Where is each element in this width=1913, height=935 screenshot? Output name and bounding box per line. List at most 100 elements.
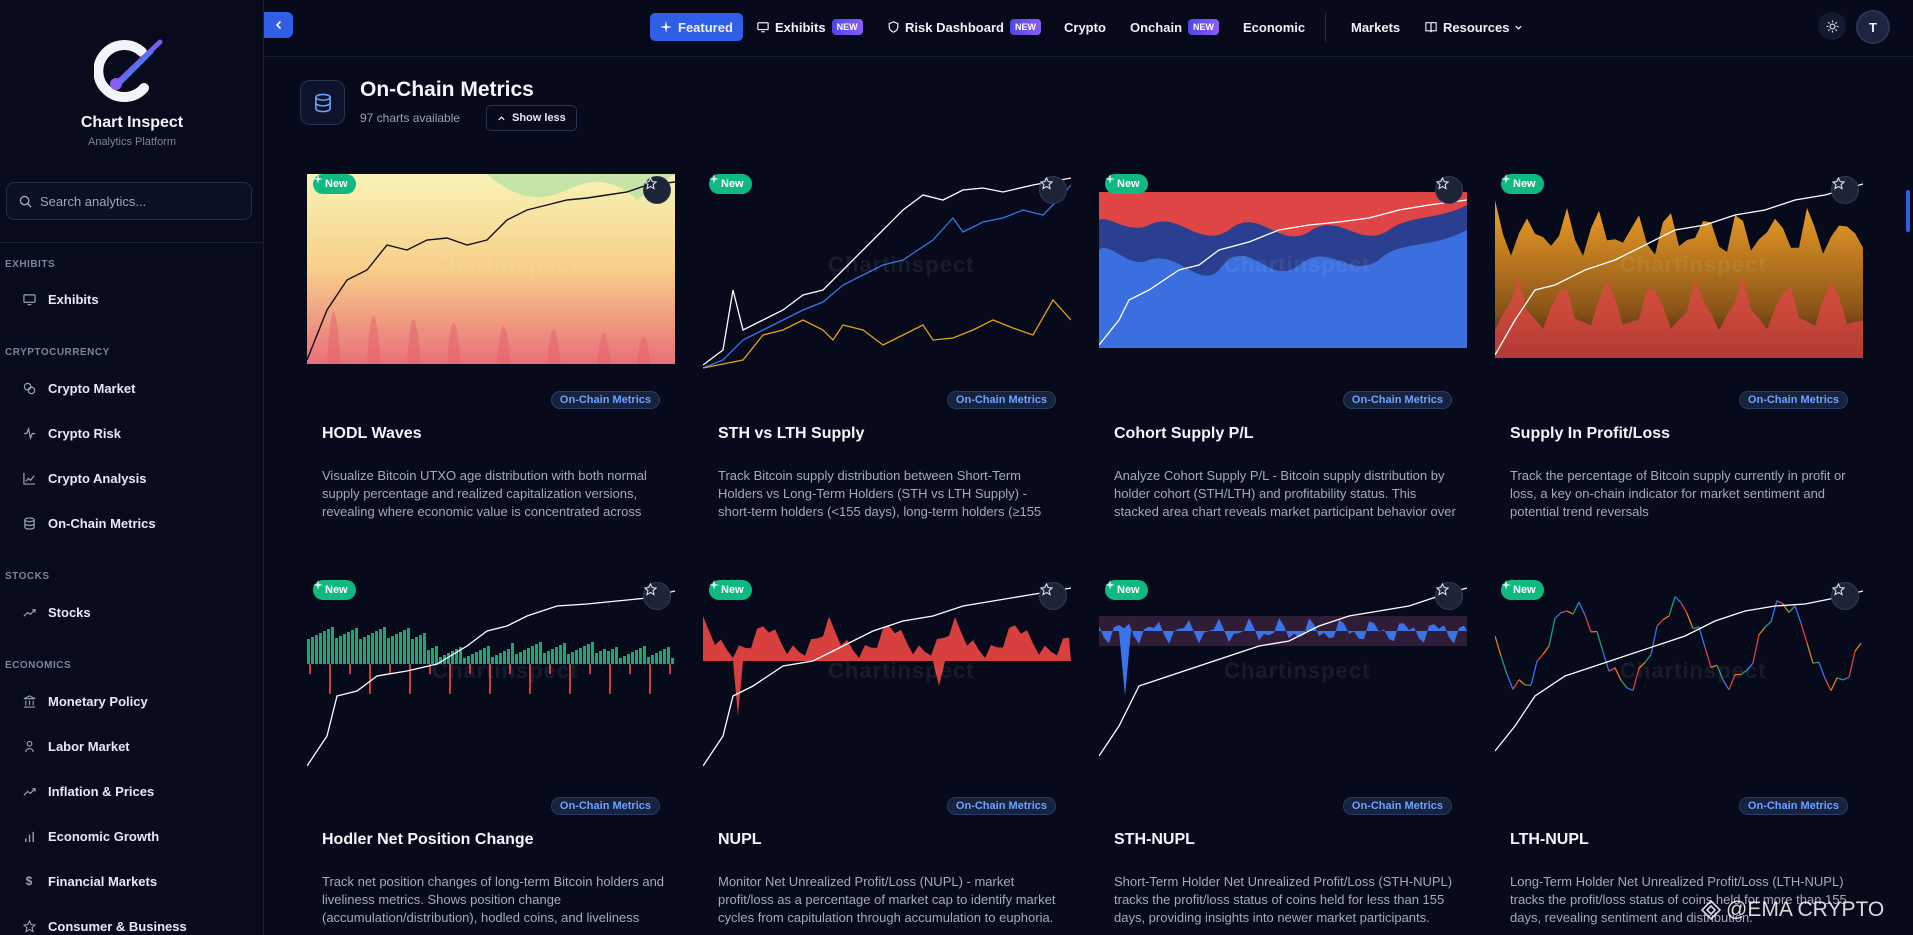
chart-thumbnail[interactable]: Chartinspect New <box>307 576 675 776</box>
card-title[interactable]: NUPL <box>718 831 762 848</box>
favorite-button[interactable] <box>1039 582 1067 610</box>
card-title[interactable]: Hodler Net Position Change <box>322 831 534 848</box>
card-description: Track net position changes of long-term … <box>322 874 665 925</box>
chart-thumbnail[interactable]: Chartinspect New <box>703 576 1071 776</box>
star-icon <box>1832 583 1845 596</box>
sidebar-item-monetary-policy[interactable]: Monetary Policy <box>22 691 148 711</box>
chart-watermark: Chartinspect <box>1620 658 1767 683</box>
sidebar-item-labor-market[interactable]: Labor Market <box>22 736 130 756</box>
theme-toggle-button[interactable] <box>1818 12 1846 40</box>
search-input[interactable] <box>40 193 240 209</box>
sidebar-item-consumer-business[interactable]: Consumer & Business <box>22 916 187 935</box>
nav-resources[interactable]: Resources <box>1425 13 1523 41</box>
sidebar-item-on-chain-metrics[interactable]: On-Chain Metrics <box>22 513 156 533</box>
sidebar-item-exhibits[interactable]: Exhibits <box>22 289 99 309</box>
show-less-button[interactable]: Show less <box>486 105 577 131</box>
favorite-button[interactable] <box>1831 582 1859 610</box>
book-icon <box>1425 21 1437 33</box>
new-badge: New <box>709 174 752 194</box>
brand-block[interactable]: Chart Inspect Analytics Platform <box>0 36 264 148</box>
sidebar-item-label: Crypto Analysis <box>48 470 147 486</box>
brand-tagline: Analytics Platform <box>87 136 177 148</box>
card-title[interactable]: Supply In Profit/Loss <box>1510 425 1671 442</box>
new-badge-label: New <box>1117 584 1140 596</box>
nav-crypto[interactable]: Crypto <box>1064 13 1106 41</box>
new-badge: New <box>1501 174 1544 194</box>
nav-risk-dashboard[interactable]: Risk Dashboard NEW <box>888 13 1041 41</box>
sidebar-item-inflation-prices[interactable]: Inflation & Prices <box>22 781 154 801</box>
chart-card[interactable]: Chartinspect New On-Chain Metrics HODL Wave… <box>307 170 675 570</box>
sidebar-item-crypto-market[interactable]: Crypto Market <box>22 378 135 398</box>
sidebar-item-stocks[interactable]: Stocks <box>22 602 91 622</box>
chart-card[interactable]: Chartinspect New On-Chain Metrics Hodler Ne… <box>307 576 675 935</box>
bank-icon <box>22 694 36 708</box>
favorite-button[interactable] <box>1435 176 1463 204</box>
nav-markets[interactable]: Markets <box>1351 13 1400 41</box>
search-box[interactable] <box>6 182 252 220</box>
new-badge-label: New <box>325 178 348 190</box>
sidebar-item-label: Crypto Risk <box>48 425 121 441</box>
sidebar-item-financial-markets[interactable]: $ Financial Markets <box>22 871 157 891</box>
sidebar-item-label: On-Chain Metrics <box>48 515 156 531</box>
category-tag[interactable]: On-Chain Metrics <box>946 797 1056 815</box>
chart-watermark: Chartinspect <box>432 658 579 683</box>
chart-thumbnail[interactable]: Chartinspect New <box>703 170 1071 370</box>
card-title[interactable]: HODL Waves <box>322 425 422 442</box>
category-tag[interactable]: On-Chain Metrics <box>1738 797 1848 815</box>
sidebar-item-crypto-analysis[interactable]: Crypto Analysis <box>22 468 147 488</box>
sidebar-item-label: Labor Market <box>48 738 130 754</box>
chevron-up-icon <box>498 115 505 120</box>
category-tag[interactable]: On-Chain Metrics <box>550 797 660 815</box>
chart-watermark: Chartinspect <box>1224 658 1371 683</box>
favorite-button[interactable] <box>1435 582 1463 610</box>
chart-card[interactable]: Chartinspect New On-Chain Metrics STH-NUPL S… <box>1099 576 1467 935</box>
nav-exhibits[interactable]: Exhibits NEW <box>757 13 863 41</box>
section-label-stocks: STOCKS <box>5 571 50 582</box>
star-icon <box>1832 177 1845 190</box>
chart-thumbnail[interactable]: Chartinspect New <box>1495 576 1863 776</box>
star-icon <box>644 177 657 190</box>
sidebar-item-label: Inflation & Prices <box>48 783 155 799</box>
sidebar-collapse-button[interactable] <box>264 12 293 38</box>
favorite-button[interactable] <box>1039 176 1067 204</box>
favorite-button[interactable] <box>643 176 671 204</box>
favorite-button[interactable] <box>643 582 671 610</box>
nav-economic[interactable]: Economic <box>1243 13 1305 41</box>
category-tag[interactable]: On-Chain Metrics <box>1738 391 1848 409</box>
chart-card[interactable]: Chartinspect New On-Chain Metrics STH vs LT… <box>703 170 1071 570</box>
category-tag[interactable]: On-Chain Metrics <box>550 391 660 409</box>
star-icon <box>1436 177 1449 190</box>
chart-thumbnail[interactable]: Chartinspect New <box>1099 576 1467 776</box>
chart-line-icon <box>22 471 36 485</box>
category-tag[interactable]: On-Chain Metrics <box>1342 797 1452 815</box>
shield-icon <box>888 21 899 33</box>
sidebar-item-economic-growth[interactable]: Economic Growth <box>22 826 159 846</box>
sidebar-item-crypto-risk[interactable]: Crypto Risk <box>22 423 121 443</box>
card-title[interactable]: LTH-NUPL <box>1510 831 1589 848</box>
new-badge-label: New <box>325 584 348 596</box>
user-avatar[interactable]: T <box>1856 10 1890 44</box>
favorite-button[interactable] <box>1831 176 1859 204</box>
chart-card[interactable]: Chartinspect New On-Chain Metrics Supply In… <box>1495 170 1863 570</box>
new-badge: NEW <box>1188 19 1220 35</box>
nav-featured[interactable]: Featured <box>650 13 743 41</box>
chevron-left-icon <box>275 20 281 30</box>
card-title[interactable]: STH vs LTH Supply <box>718 425 865 442</box>
chart-thumbnail[interactable]: Chartinspect New <box>1099 170 1467 370</box>
category-tag[interactable]: On-Chain Metrics <box>946 391 1056 409</box>
star-icon <box>644 583 657 596</box>
card-title[interactable]: Cohort Supply P/L <box>1114 425 1254 442</box>
card-description: Visualize Bitcoin UTXO age distribution … <box>322 468 647 519</box>
card-title[interactable]: STH-NUPL <box>1114 831 1195 848</box>
new-badge-label: New <box>721 178 744 190</box>
chart-thumbnail[interactable]: Chartinspect New <box>307 170 675 370</box>
chart-watermark: Chartinspect <box>828 252 975 277</box>
nav-onchain[interactable]: Onchain NEW <box>1130 13 1220 41</box>
category-tag[interactable]: On-Chain Metrics <box>1342 391 1452 409</box>
chart-count: 97 charts available <box>360 111 461 125</box>
scrollbar-thumb[interactable] <box>1906 190 1910 232</box>
chart-thumbnail[interactable]: Chartinspect New <box>1495 170 1863 370</box>
chart-card[interactable]: Chartinspect New On-Chain Metrics LTH-NUPL L… <box>1495 576 1863 935</box>
chart-card[interactable]: Chartinspect New On-Chain Metrics NUPL Monit… <box>703 576 1071 935</box>
chart-card[interactable]: Chartinspect New On-Chain Metrics Cohort Su… <box>1099 170 1467 570</box>
